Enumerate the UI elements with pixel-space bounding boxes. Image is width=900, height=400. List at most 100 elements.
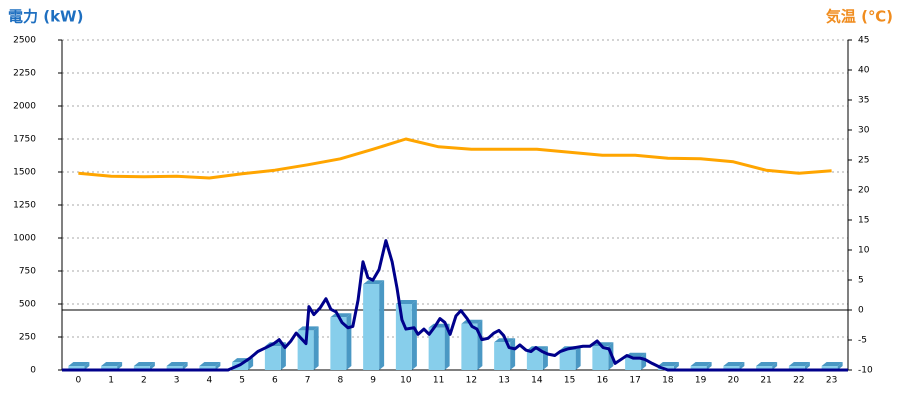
bar xyxy=(592,346,609,370)
bar-side xyxy=(346,313,352,370)
line xyxy=(62,239,848,372)
y-tick-label: 2000 xyxy=(13,102,36,112)
y-tick-label: 2500 xyxy=(13,36,36,46)
bar xyxy=(395,304,412,370)
x-tick-label: 21 xyxy=(760,376,771,386)
bar xyxy=(821,366,838,370)
y2-tick-label: 40 xyxy=(858,66,870,76)
bar-side xyxy=(280,342,286,370)
bar-side xyxy=(149,362,155,370)
x-tick-label: 15 xyxy=(564,376,575,386)
x-tick-label: 12 xyxy=(466,376,477,386)
y2-tick-label: 5 xyxy=(858,276,864,286)
bar-side xyxy=(84,362,90,370)
bar-top xyxy=(723,362,745,367)
bar-top xyxy=(395,300,417,304)
bar xyxy=(559,350,576,370)
bar-top xyxy=(101,362,123,367)
y2-tick-label: 20 xyxy=(858,186,870,196)
bar-side xyxy=(542,346,548,370)
bar-side xyxy=(379,280,385,370)
y-tick-label: 500 xyxy=(19,300,36,310)
x-tick-label: 19 xyxy=(695,376,707,386)
bar-top xyxy=(690,362,712,367)
x-tick-label: 20 xyxy=(728,376,740,386)
bar xyxy=(625,356,642,370)
bar xyxy=(461,323,478,370)
x-tick-label: 6 xyxy=(272,376,278,386)
y-axis-title: 電力 (kW) xyxy=(8,8,83,26)
bar xyxy=(428,327,445,370)
bar xyxy=(330,317,347,370)
bar-side xyxy=(215,362,221,370)
bar xyxy=(723,366,740,370)
y2-tick-label: 15 xyxy=(858,216,869,226)
x-tick-label: 8 xyxy=(338,376,344,386)
x-tick-label: 10 xyxy=(400,376,412,386)
x-tick-label: 11 xyxy=(433,376,444,386)
bar-top xyxy=(461,319,483,324)
line xyxy=(78,137,832,180)
y2-tick-label: 0 xyxy=(858,306,864,316)
y-tick-label: 750 xyxy=(19,267,36,277)
bar-side xyxy=(411,300,417,370)
y2-tick-label: 25 xyxy=(858,156,869,166)
bar-top xyxy=(363,280,385,285)
x-tick-label: 9 xyxy=(370,376,376,386)
bar-top xyxy=(199,362,221,367)
bar xyxy=(68,366,85,370)
x-tick-label: 23 xyxy=(826,376,837,386)
bar-side xyxy=(248,358,254,370)
bar-top xyxy=(133,362,155,367)
x-tick-label: 4 xyxy=(207,376,213,386)
x-tick-label: 22 xyxy=(793,376,804,386)
bar-side xyxy=(444,323,450,370)
y-tick-label: 2250 xyxy=(13,69,36,79)
bar-side xyxy=(313,326,319,370)
y2-tick-label: 30 xyxy=(858,126,870,136)
x-tick-label: 16 xyxy=(597,376,609,386)
bar xyxy=(363,284,380,370)
bar-top xyxy=(756,362,778,367)
bar xyxy=(690,366,707,370)
bar-side xyxy=(510,338,516,370)
x-tick-label: 14 xyxy=(531,376,543,386)
x-tick-label: 1 xyxy=(108,376,114,386)
bar-top xyxy=(166,362,188,367)
bar-side xyxy=(641,352,647,370)
y-tick-label: 0 xyxy=(30,366,36,376)
bar xyxy=(101,366,118,370)
x-tick-label: 5 xyxy=(239,376,245,386)
bar-side xyxy=(117,362,123,370)
bar xyxy=(133,366,150,370)
bar xyxy=(166,366,183,370)
bar-top xyxy=(330,313,352,318)
x-tick-label: 3 xyxy=(174,376,180,386)
bar xyxy=(788,366,805,370)
y-tick-label: 1750 xyxy=(13,135,36,145)
bar xyxy=(526,350,543,370)
x-tick-label: 17 xyxy=(629,376,640,386)
bar-side xyxy=(706,362,712,370)
bar-side xyxy=(739,362,745,370)
y2-tick-label: -10 xyxy=(858,366,873,376)
bar xyxy=(199,366,216,370)
y2-axis-title: 気温 (℃) xyxy=(826,8,893,26)
x-tick-label: 13 xyxy=(498,376,509,386)
bar-side xyxy=(575,346,581,370)
bar-side xyxy=(772,362,778,370)
x-tick-label: 18 xyxy=(662,376,674,386)
x-tick-label: 0 xyxy=(76,376,82,386)
x-tick-label: 2 xyxy=(141,376,147,386)
y-tick-label: 250 xyxy=(19,333,36,343)
bar xyxy=(494,342,511,370)
x-tick-label: 7 xyxy=(305,376,311,386)
y2-tick-label: 45 xyxy=(858,36,869,46)
y-tick-label: 1500 xyxy=(13,168,36,178)
y-tick-label: 1000 xyxy=(13,234,36,244)
bar-top xyxy=(68,362,90,367)
bar-side xyxy=(182,362,188,370)
bar-top xyxy=(788,362,810,367)
y2-tick-label: -5 xyxy=(858,336,867,346)
